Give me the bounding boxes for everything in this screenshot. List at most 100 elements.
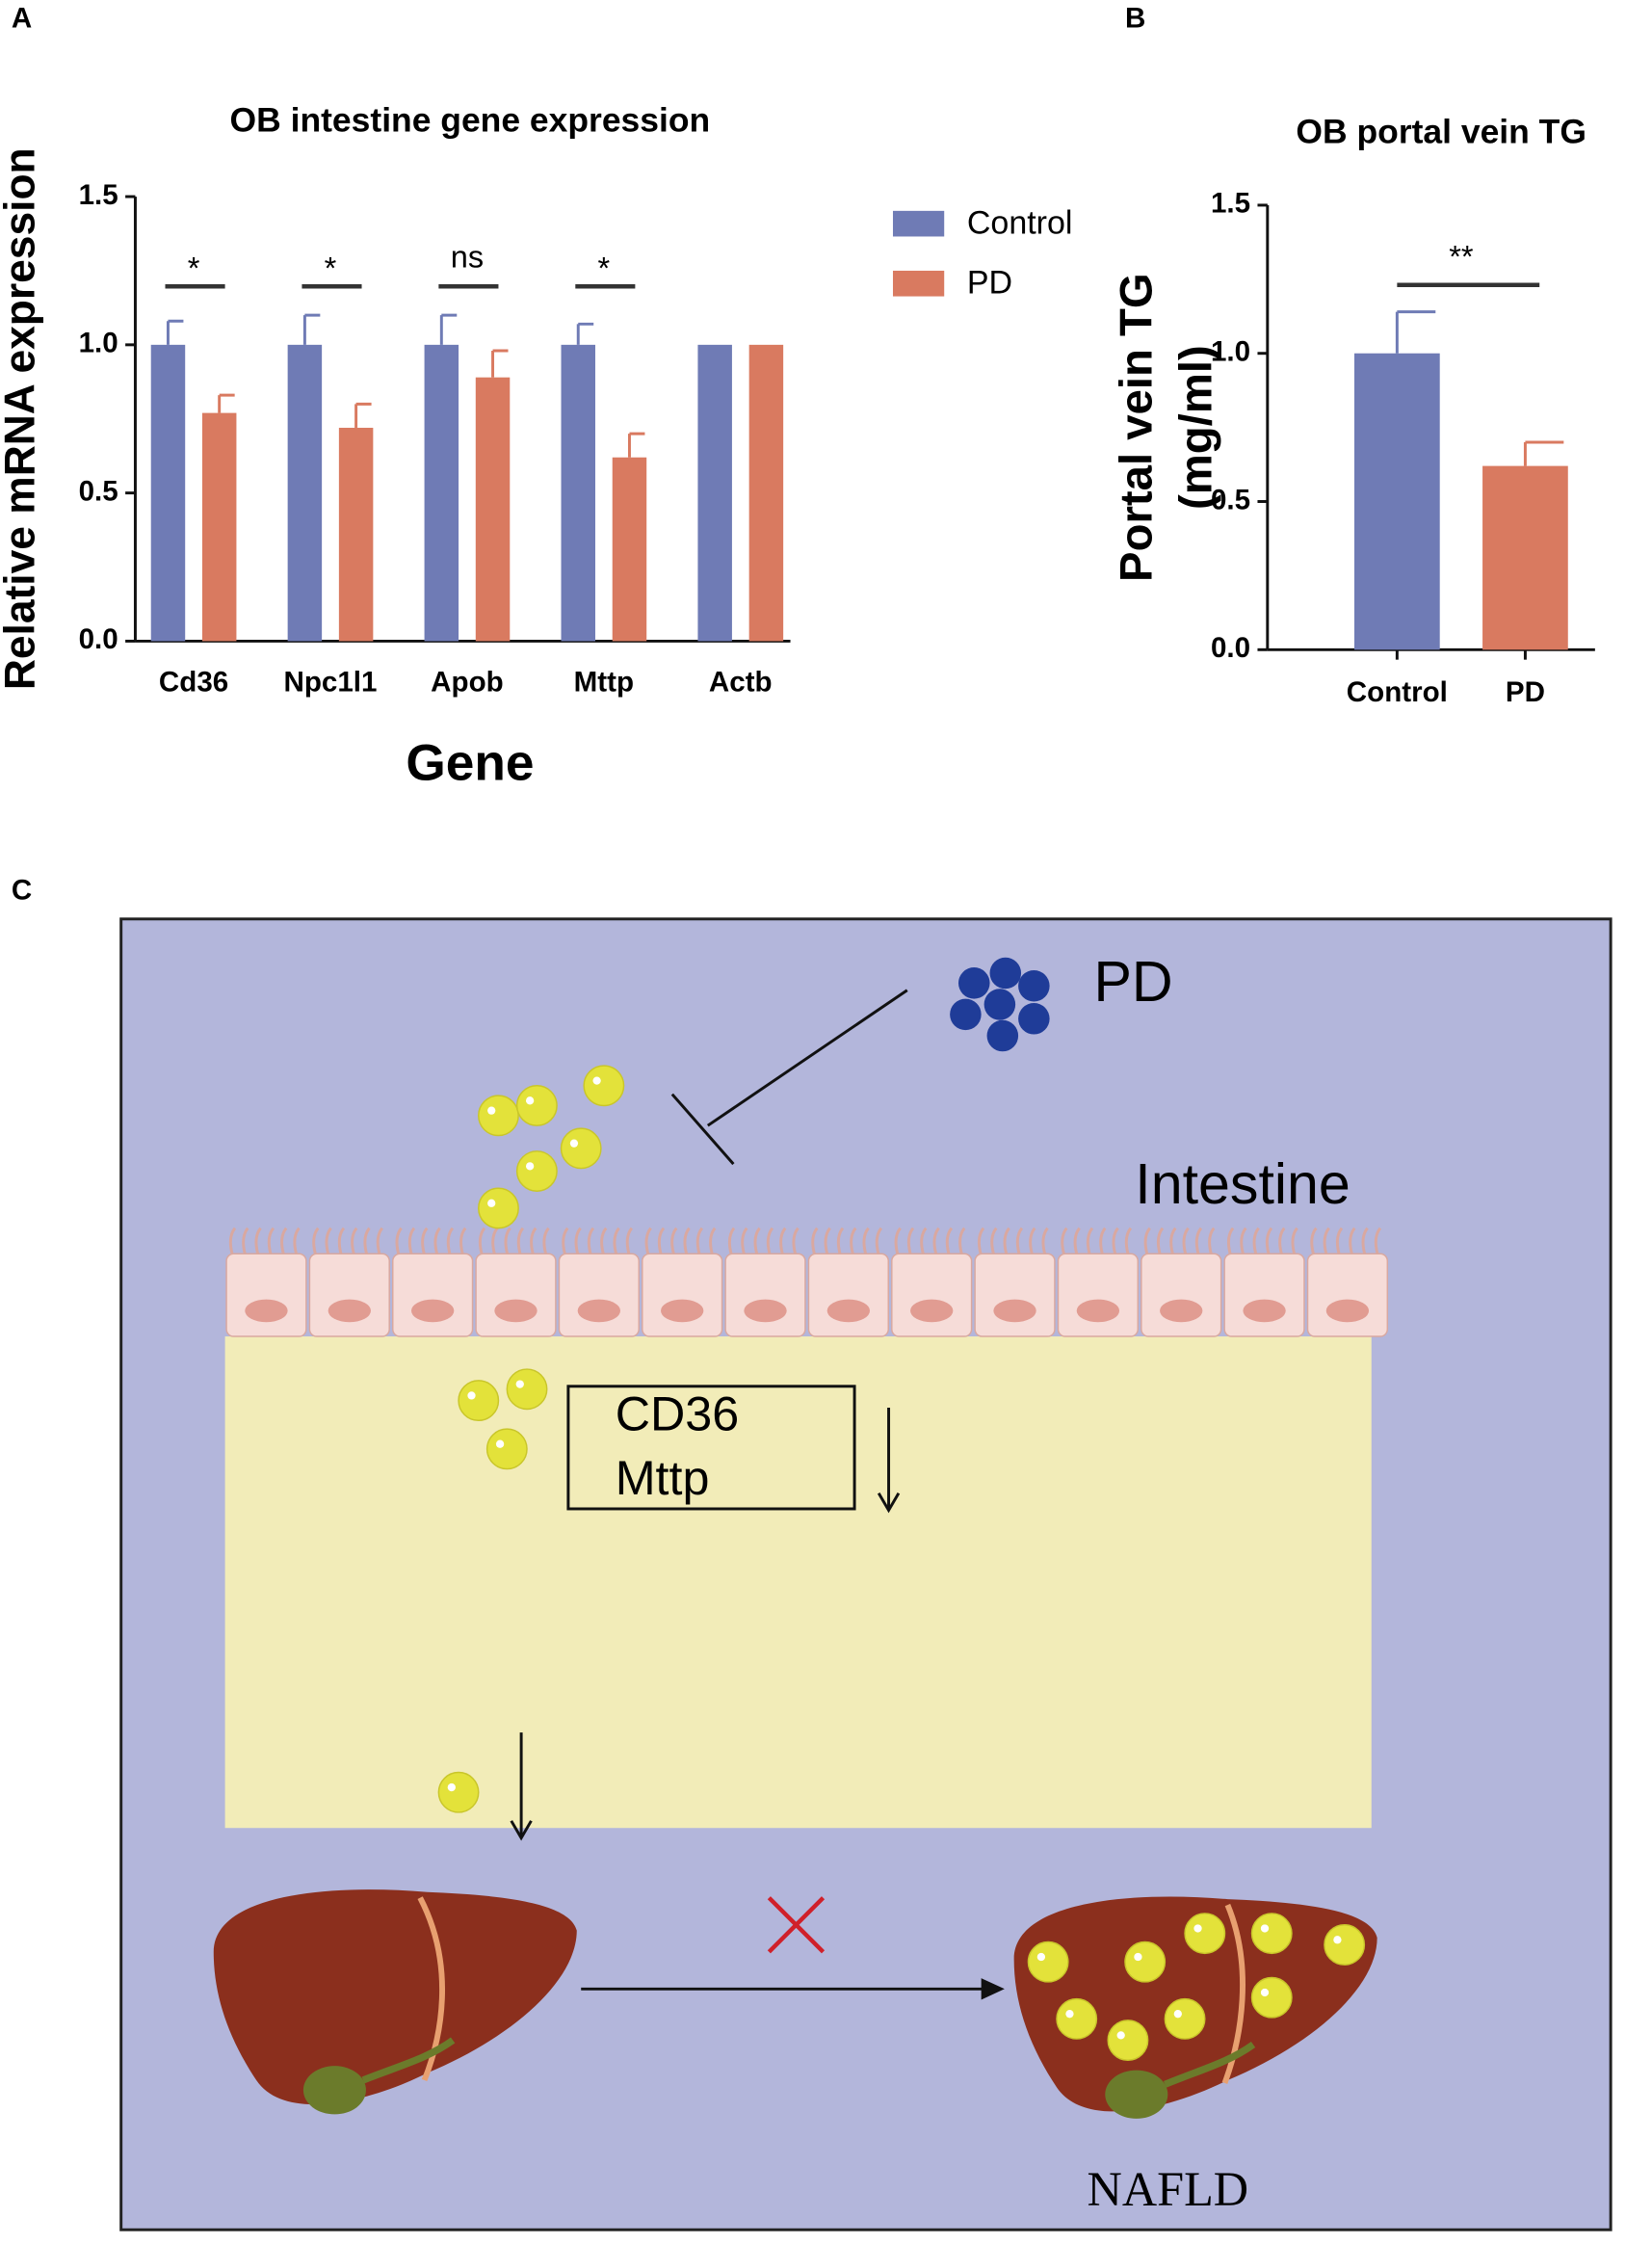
nucleus — [1243, 1299, 1286, 1323]
significance-label: ns — [451, 240, 484, 275]
villus — [945, 1227, 954, 1254]
nucleus — [328, 1299, 371, 1323]
y-tick-label: 0.5 — [1211, 484, 1250, 515]
villus — [727, 1227, 736, 1254]
villus — [395, 1227, 403, 1254]
droplet — [1250, 1976, 1293, 2019]
villus — [459, 1227, 467, 1254]
bar — [748, 344, 784, 642]
droplet — [485, 1428, 528, 1470]
cell — [1306, 1253, 1389, 1337]
villus — [1124, 1227, 1133, 1254]
droplet-shine — [1260, 1988, 1270, 1997]
villus — [407, 1227, 416, 1254]
droplet-shine — [1193, 1924, 1202, 1933]
block-cross — [767, 1896, 826, 1954]
villus — [875, 1227, 883, 1254]
panel-label: B — [1125, 3, 1145, 35]
cell — [1057, 1253, 1140, 1337]
droplet-shine — [1116, 2031, 1125, 2040]
droplet-shine — [1173, 2010, 1182, 2019]
villus — [574, 1227, 582, 1254]
droplet — [515, 1085, 558, 1126]
villus — [1182, 1227, 1190, 1254]
villus — [1156, 1227, 1165, 1254]
villus — [478, 1227, 486, 1254]
bar — [424, 344, 459, 642]
droplet — [1056, 1997, 1098, 2040]
droplet-shine — [495, 1439, 505, 1448]
droplet — [560, 1127, 602, 1170]
villus — [530, 1227, 538, 1254]
villus — [709, 1227, 717, 1254]
tissue-label: Intestine — [1135, 1151, 1350, 1216]
bar — [338, 427, 374, 642]
villus — [312, 1227, 320, 1254]
villus — [683, 1227, 691, 1254]
x-tick-label: Actb — [709, 667, 773, 699]
villus — [1208, 1227, 1216, 1254]
droplet-shine — [487, 1199, 496, 1207]
villus — [695, 1227, 704, 1254]
nucleus — [744, 1299, 787, 1323]
villus — [1226, 1227, 1235, 1254]
nucleus — [1325, 1299, 1370, 1323]
villus — [242, 1227, 249, 1254]
villus — [421, 1227, 429, 1254]
villus — [446, 1227, 455, 1254]
y-axis-label: Relative mRNA expression — [0, 147, 43, 690]
inhibit-line — [706, 989, 908, 1127]
x-tick-label: Mttp — [574, 667, 634, 699]
villus — [1291, 1227, 1298, 1254]
cell — [724, 1253, 806, 1337]
x-tick-label: Cd36 — [159, 667, 228, 699]
gene-label: CD36 — [616, 1386, 740, 1441]
droplet-shine — [569, 1139, 579, 1148]
bar — [201, 412, 237, 642]
droplet — [583, 1065, 625, 1107]
nucleus — [410, 1299, 455, 1323]
cell — [1141, 1253, 1222, 1337]
villus — [1086, 1227, 1094, 1254]
villus — [644, 1227, 652, 1254]
villus — [958, 1227, 966, 1254]
bar — [1482, 465, 1568, 650]
droplet-shine — [1333, 1936, 1342, 1944]
villus — [337, 1227, 346, 1254]
villus — [779, 1227, 787, 1254]
villus — [1310, 1227, 1318, 1254]
droplet — [437, 1771, 480, 1813]
significance-label: ** — [1449, 240, 1474, 275]
panel-label: C — [12, 874, 32, 906]
villus — [1143, 1227, 1151, 1254]
legend-swatch — [892, 210, 945, 237]
villus — [1029, 1227, 1036, 1254]
villus — [990, 1227, 998, 1254]
gene-label: Mttp — [616, 1450, 710, 1505]
villus — [836, 1227, 845, 1254]
villus — [613, 1227, 620, 1254]
droplet — [1324, 1924, 1366, 1966]
outcome-label: NAFLD — [1088, 2162, 1249, 2216]
villus — [1278, 1227, 1286, 1254]
y-tick-label: 0.0 — [1211, 632, 1250, 664]
villus — [741, 1227, 748, 1254]
villus — [600, 1227, 608, 1254]
droplet — [506, 1368, 548, 1411]
inhibit-bar — [670, 1093, 735, 1166]
villus — [491, 1227, 499, 1254]
cell — [1223, 1253, 1305, 1337]
cell — [475, 1253, 557, 1337]
y-tick-label: 1.5 — [79, 179, 118, 211]
villus — [228, 1227, 237, 1254]
villus — [811, 1227, 819, 1254]
liver-droplets — [1027, 1913, 1366, 2061]
villus — [1349, 1227, 1356, 1254]
bar — [612, 457, 647, 642]
villus — [1015, 1227, 1024, 1254]
droplet — [1107, 2020, 1149, 2061]
epithelium — [225, 1227, 1389, 1337]
nucleus — [577, 1299, 621, 1323]
villus — [1073, 1227, 1081, 1254]
